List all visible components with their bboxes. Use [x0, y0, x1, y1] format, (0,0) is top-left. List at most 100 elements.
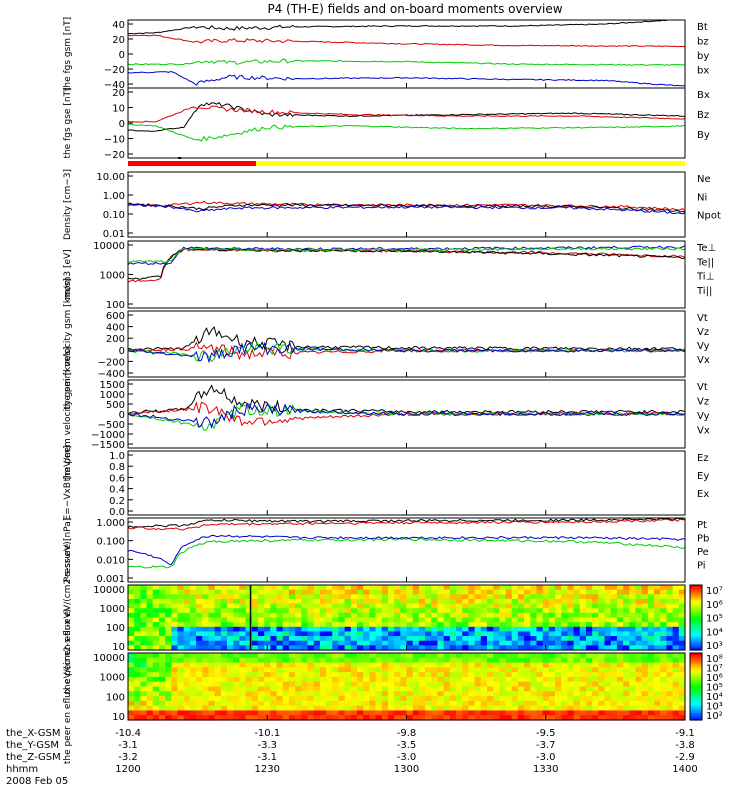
heatmap-cell [660, 700, 668, 707]
heatmap-cell [425, 653, 432, 659]
heatmap-cell [672, 598, 680, 605]
heatmap-cell [493, 710, 500, 716]
heatmap-cell [220, 640, 228, 646]
heatmap-cell [623, 710, 630, 716]
heatmap-cell [344, 662, 352, 668]
heatmap-cell [183, 705, 191, 712]
heatmap-cell [449, 691, 457, 697]
heatmap-cell [282, 672, 290, 678]
heatmap-cell [208, 667, 216, 673]
heatmap-cell [561, 662, 569, 668]
heatmap-cell [666, 603, 674, 609]
heatmap-cell [647, 653, 655, 659]
heatmap-cell [146, 622, 154, 628]
heatmap-cell [443, 636, 451, 642]
legend-label: Ne [697, 174, 711, 185]
heatmap-cell [344, 667, 352, 673]
y-axis-label: the peer en eflux eV/(cm2-s-sr-eV) [63, 609, 73, 764]
heatmap-cell [493, 672, 500, 678]
heatmap-cell [418, 667, 426, 673]
heatmap-cell [295, 631, 302, 637]
heatmap-cell [202, 617, 210, 623]
heatmap-cell [462, 589, 469, 595]
heatmap-cell [369, 715, 377, 721]
heatmap-cell [288, 594, 296, 600]
y-tick-label: 200 [106, 334, 125, 345]
series-line-bz [127, 34, 686, 48]
heatmap-cell [530, 715, 538, 721]
heatmap-cell [171, 631, 179, 637]
heatmap-cell [647, 626, 655, 633]
heatmap-cell [666, 667, 674, 673]
heatmap-cell [505, 636, 513, 642]
heatmap-cell [480, 676, 488, 683]
heatmap-cell [227, 612, 234, 619]
heatmap-cell [462, 676, 469, 683]
heatmap-cell [678, 696, 686, 702]
heatmap-cell [418, 691, 426, 697]
heatmap-cell [282, 631, 290, 637]
heatmap-cell [202, 603, 210, 609]
series-line-Te|| [127, 248, 686, 280]
heatmap-cell [678, 617, 686, 623]
heatmap-cell [462, 657, 469, 664]
heatmap-cell [561, 696, 569, 702]
heatmap-cell [233, 710, 240, 716]
heatmap-cell [239, 603, 247, 609]
heatmap-cell [189, 676, 197, 683]
heatmap-cell [443, 676, 451, 683]
heatmap-cell [585, 608, 593, 614]
heatmap-cell [196, 681, 203, 688]
heatmap-cell [456, 691, 463, 697]
colorbar-swatch [690, 659, 702, 663]
heatmap-cell [437, 612, 445, 619]
heatmap-cell [332, 657, 340, 664]
heatmap-cell [313, 691, 321, 697]
heatmap-cell [239, 691, 247, 697]
heatmap-cell [344, 626, 352, 633]
heatmap-cell [555, 676, 562, 683]
heatmap-cell [381, 622, 389, 628]
heatmap-cell [511, 608, 519, 614]
heatmap-cell [412, 696, 420, 702]
heatmap-cell [548, 589, 556, 595]
heatmap-cell [326, 681, 333, 688]
heatmap-cell [189, 617, 197, 623]
heatmap-cell [301, 645, 309, 651]
y-tick-label: −1000 [91, 430, 125, 441]
heatmap-cell [418, 700, 426, 707]
heatmap-cell [474, 645, 482, 651]
heatmap-cell [152, 710, 160, 716]
footer-value: -9.1 [675, 728, 695, 739]
heatmap-cell [326, 640, 333, 646]
heatmap-cells [128, 585, 686, 651]
heatmap-cell [524, 710, 531, 716]
y-tick-label: 10 [112, 104, 125, 115]
heatmap-cell [412, 653, 420, 659]
y-tick-label: −20 [104, 65, 125, 76]
y-axis-label: the peim velocity gsm [km/s] [63, 278, 73, 410]
heatmap-cell [282, 645, 290, 651]
heatmap-cell [152, 686, 160, 692]
heatmap-cell [647, 691, 655, 697]
heatmap-cell [183, 676, 191, 683]
heatmap-cell [128, 662, 135, 668]
heatmap-cell [629, 626, 637, 633]
heatmap-cell [134, 686, 141, 692]
heatmap-cell [295, 667, 302, 673]
heatmap-cell [313, 608, 321, 614]
heatmap-cell [561, 672, 569, 678]
heatmap-cell [140, 681, 148, 688]
heatmap-cell [474, 598, 482, 605]
heatmap-cell [666, 617, 674, 623]
heatmap-cell [437, 617, 445, 623]
heatmap-cell [177, 636, 185, 642]
heatmap-cell [196, 662, 203, 668]
heatmap-cell [480, 710, 488, 716]
heatmap-cell [542, 686, 550, 692]
heatmap-cell [189, 603, 197, 609]
heatmap-cell [610, 653, 618, 659]
heatmap-cell [356, 667, 364, 673]
heatmap-cell [672, 626, 680, 633]
heatmap-cell [307, 672, 315, 678]
